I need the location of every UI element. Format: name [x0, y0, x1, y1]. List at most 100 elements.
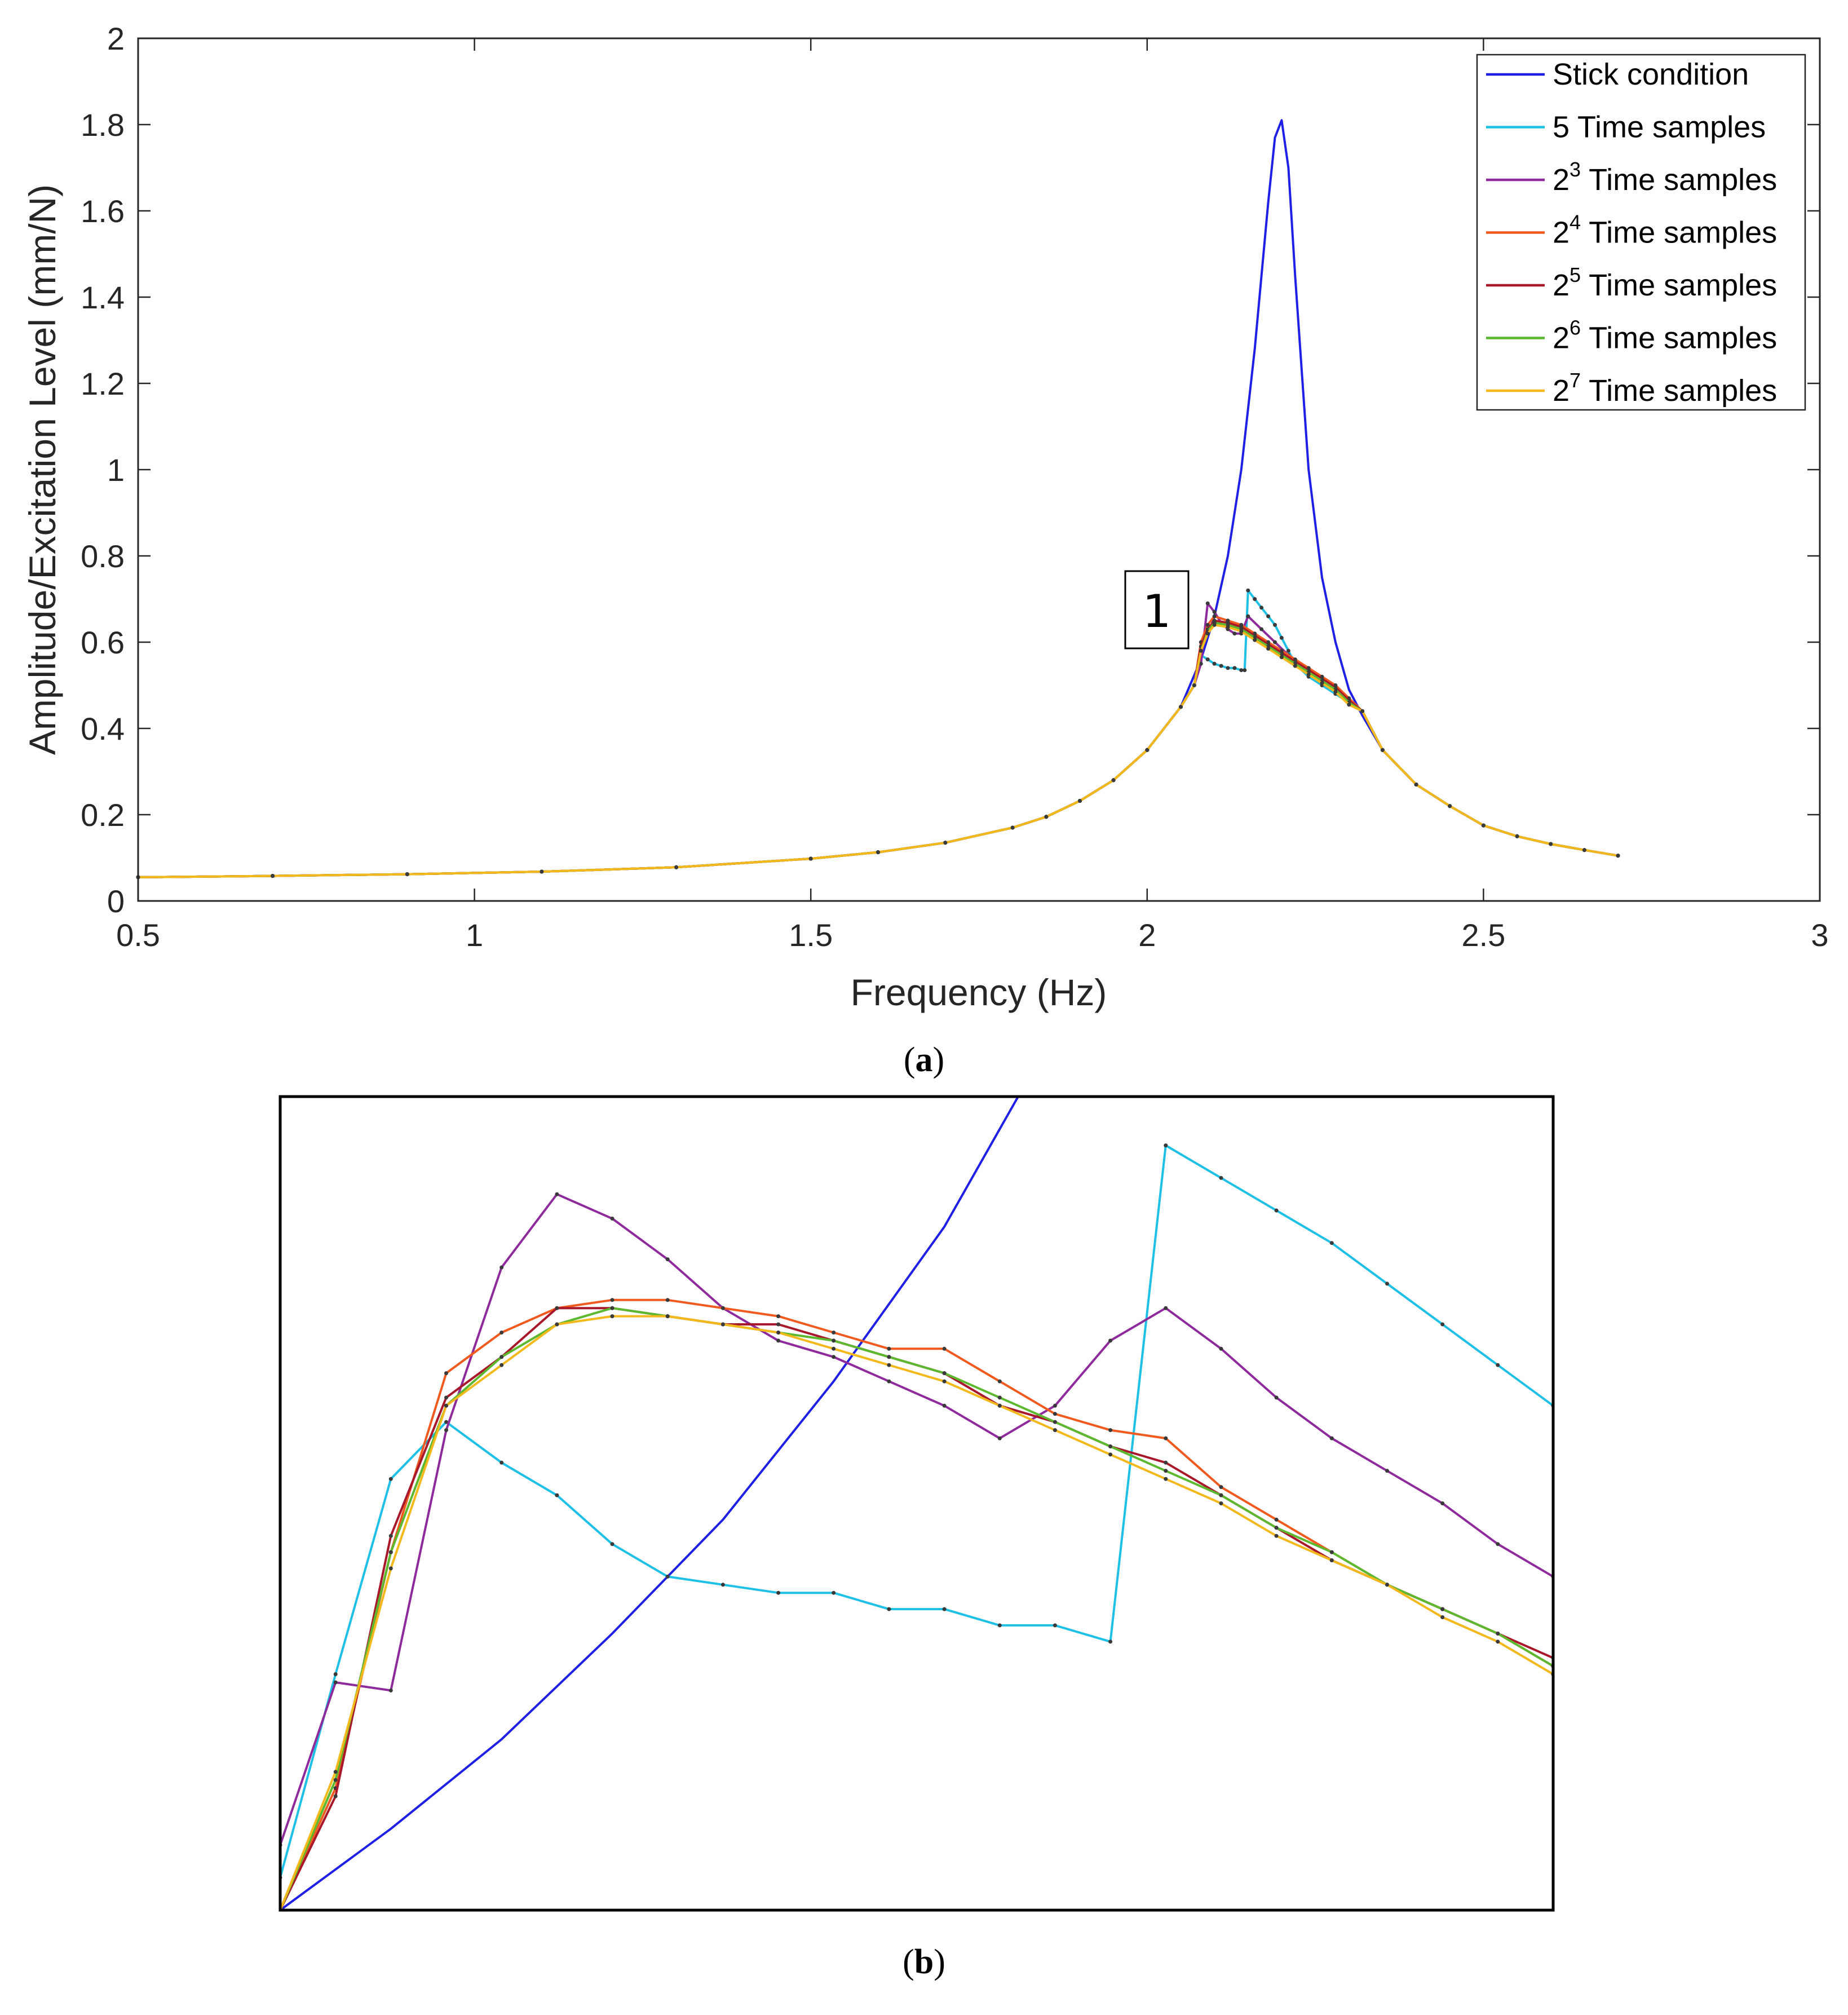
- zoom-series-point-2-7-time-samples: [887, 1363, 891, 1367]
- series-point-2-7-time-samples: [1549, 842, 1553, 846]
- zoom-series-point-2-7-time-samples: [388, 1566, 393, 1571]
- zoom-series-point-2-3-time-samples: [1164, 1306, 1168, 1310]
- series-point-2-7-time-samples: [1293, 664, 1297, 668]
- y-tick-label: 2: [107, 21, 125, 56]
- y-tick-label: 0.8: [81, 538, 125, 574]
- zoom-series-point-2-5-time-samples: [555, 1306, 559, 1310]
- plot-a-series-group: [136, 119, 1620, 880]
- series-point-2-7-time-samples: [1333, 690, 1338, 694]
- zoom-series-point-2-3-time-samples: [1108, 1338, 1113, 1343]
- zoom-series-point-2-7-time-samples: [1496, 1640, 1500, 1644]
- series-point-2-7-time-samples: [1226, 625, 1230, 629]
- zoom-series-point-5-time-samples: [1496, 1363, 1500, 1367]
- series-point-5-time-samples: [1239, 668, 1244, 673]
- zoom-series-point-2-7-time-samples: [1440, 1615, 1445, 1619]
- zoom-series-point-2-7-time-samples: [499, 1363, 504, 1367]
- series-point-2-7-time-samples: [1145, 748, 1150, 752]
- zoom-series-point-2-6-time-samples: [1053, 1420, 1057, 1424]
- series-point-2-7-time-samples: [1515, 834, 1519, 838]
- zoom-series-point-2-3-time-samples: [942, 1403, 947, 1408]
- series-point-2-7-time-samples: [1360, 709, 1365, 713]
- zoom-series-point-2-3-time-samples: [1274, 1395, 1279, 1400]
- zoom-series-point-2-7-time-samples: [1219, 1501, 1223, 1505]
- zoom-series-point-5-time-samples: [665, 1574, 670, 1579]
- series-point-2-7-time-samples: [1266, 647, 1271, 651]
- series-point-2-7-time-samples: [1347, 702, 1351, 707]
- zoom-series-point-2-7-time-samples: [832, 1346, 836, 1351]
- annotation-box: 1: [1124, 570, 1190, 649]
- legend-label: 26 Time samples: [1553, 316, 1777, 355]
- zoom-series-point-2-3-time-samples: [832, 1355, 836, 1359]
- series-point-5-time-samples: [1279, 635, 1284, 640]
- zoom-series-point-2-3-time-samples: [887, 1379, 891, 1384]
- series-point-2-3-time-samples: [1246, 614, 1250, 618]
- zoom-series-point-2-5-time-samples: [776, 1322, 781, 1327]
- zoom-series-point-2-6-time-samples: [1440, 1607, 1445, 1611]
- annotation-label: 1: [1143, 585, 1171, 638]
- zoom-series-point-2-7-time-samples: [444, 1403, 448, 1408]
- x-tick-label: 2: [1138, 917, 1156, 953]
- zoom-series-point-2-6-time-samples: [997, 1395, 1002, 1400]
- zoom-series-point-2-4-time-samples: [832, 1331, 836, 1335]
- series-point-5-time-samples: [1273, 622, 1277, 627]
- series-point-2-3-time-samples: [1205, 601, 1210, 606]
- plot-a-x-label: Frequency (Hz): [851, 971, 1107, 1013]
- zoom-series-point-2-7-time-samples: [942, 1379, 947, 1384]
- zoom-series-point-2-4-time-samples: [1108, 1428, 1113, 1433]
- zoom-series-point-5-time-samples: [333, 1672, 338, 1676]
- zoom-series-point-2-6-time-samples: [1108, 1444, 1113, 1448]
- series-point-2-7-time-samples: [808, 856, 813, 861]
- zoom-series-point-5-time-samples: [1274, 1208, 1279, 1213]
- series-point-2-7-time-samples: [876, 850, 880, 855]
- y-tick-label: 1: [107, 452, 125, 488]
- plot-a-y-label: Amplitude/Excitation Level (mm/N): [21, 184, 63, 755]
- zoom-series-point-2-7-time-samples: [776, 1331, 781, 1335]
- legend: Stick condition 5 Time samples 23 Time sam…: [1476, 54, 1806, 411]
- zoom-series-point-2-3-time-samples: [1053, 1403, 1057, 1408]
- zoom-series-line-5-time-samples: [280, 1144, 1553, 1878]
- plot-b-frame: [278, 1095, 1555, 1912]
- y-tick-label: 0.6: [81, 625, 125, 660]
- y-tick-label: 1.6: [81, 193, 125, 229]
- zoom-series-point-2-7-time-samples: [1385, 1583, 1389, 1587]
- zoom-series-point-2-3-time-samples: [333, 1680, 338, 1685]
- zoom-series-point-2-3-time-samples: [610, 1216, 614, 1221]
- zoom-series-point-2-3-time-samples: [1440, 1501, 1445, 1505]
- zoom-series-point-2-6-time-samples: [942, 1371, 947, 1376]
- series-point-5-time-samples: [1259, 606, 1264, 610]
- zoom-series-point-2-6-time-samples: [887, 1355, 891, 1359]
- plot-a-x-ticks: 0.5 1 1.5 2 2.5 3: [116, 38, 1829, 953]
- series-point-5-time-samples: [1226, 666, 1230, 670]
- zoom-series-point-2-4-time-samples: [444, 1371, 448, 1376]
- zoom-series-point-5-time-samples: [887, 1607, 891, 1611]
- zoom-series-point-2-4-time-samples: [887, 1346, 891, 1351]
- zoom-series-point-2-7-time-samples: [1108, 1452, 1113, 1457]
- series-point-2-3-time-samples: [1232, 631, 1237, 636]
- legend-label: 5 Time samples: [1553, 111, 1766, 144]
- series-point-2-7-time-samples: [1239, 629, 1244, 634]
- zoom-series-point-2-7-time-samples: [1164, 1477, 1168, 1481]
- zoom-series-point-2-7-time-samples: [1274, 1534, 1279, 1538]
- zoom-series-line-stick-condition: [280, 1097, 1020, 1910]
- series-point-2-7-time-samples: [674, 865, 679, 869]
- zoom-series-point-5-time-samples: [1440, 1322, 1445, 1327]
- zoom-series-point-2-3-time-samples: [388, 1688, 393, 1693]
- zoom-series-point-5-time-samples: [1164, 1143, 1168, 1148]
- zoom-series-point-2-4-time-samples: [610, 1298, 614, 1302]
- legend-label: 25 Time samples: [1553, 263, 1777, 302]
- zoom-series-point-5-time-samples: [942, 1607, 947, 1611]
- zoom-series-point-5-time-samples: [610, 1542, 614, 1546]
- zoom-series-point-2-6-time-samples: [1274, 1526, 1279, 1530]
- plot-a-y-ticks: 0 0.2 0.4 0.6 0.8 1 1.2 1.4 1.6 1.8 2: [81, 21, 1820, 919]
- zoom-series-point-2-5-time-samples: [388, 1534, 393, 1538]
- series-point-2-3-time-samples: [1259, 627, 1264, 631]
- x-tick-label: 1: [466, 917, 483, 953]
- series-point-2-7-time-samples: [1306, 672, 1311, 677]
- zoom-series-point-2-3-time-samples: [555, 1192, 559, 1196]
- series-point-2-7-time-samples: [1199, 648, 1203, 653]
- y-tick-label: 0.4: [81, 711, 125, 746]
- series-point-5-time-samples: [1243, 668, 1247, 673]
- zoom-series-point-5-time-samples: [720, 1583, 725, 1587]
- zoom-series-point-2-3-time-samples: [997, 1436, 1002, 1440]
- zoom-series-point-5-time-samples: [1219, 1176, 1223, 1180]
